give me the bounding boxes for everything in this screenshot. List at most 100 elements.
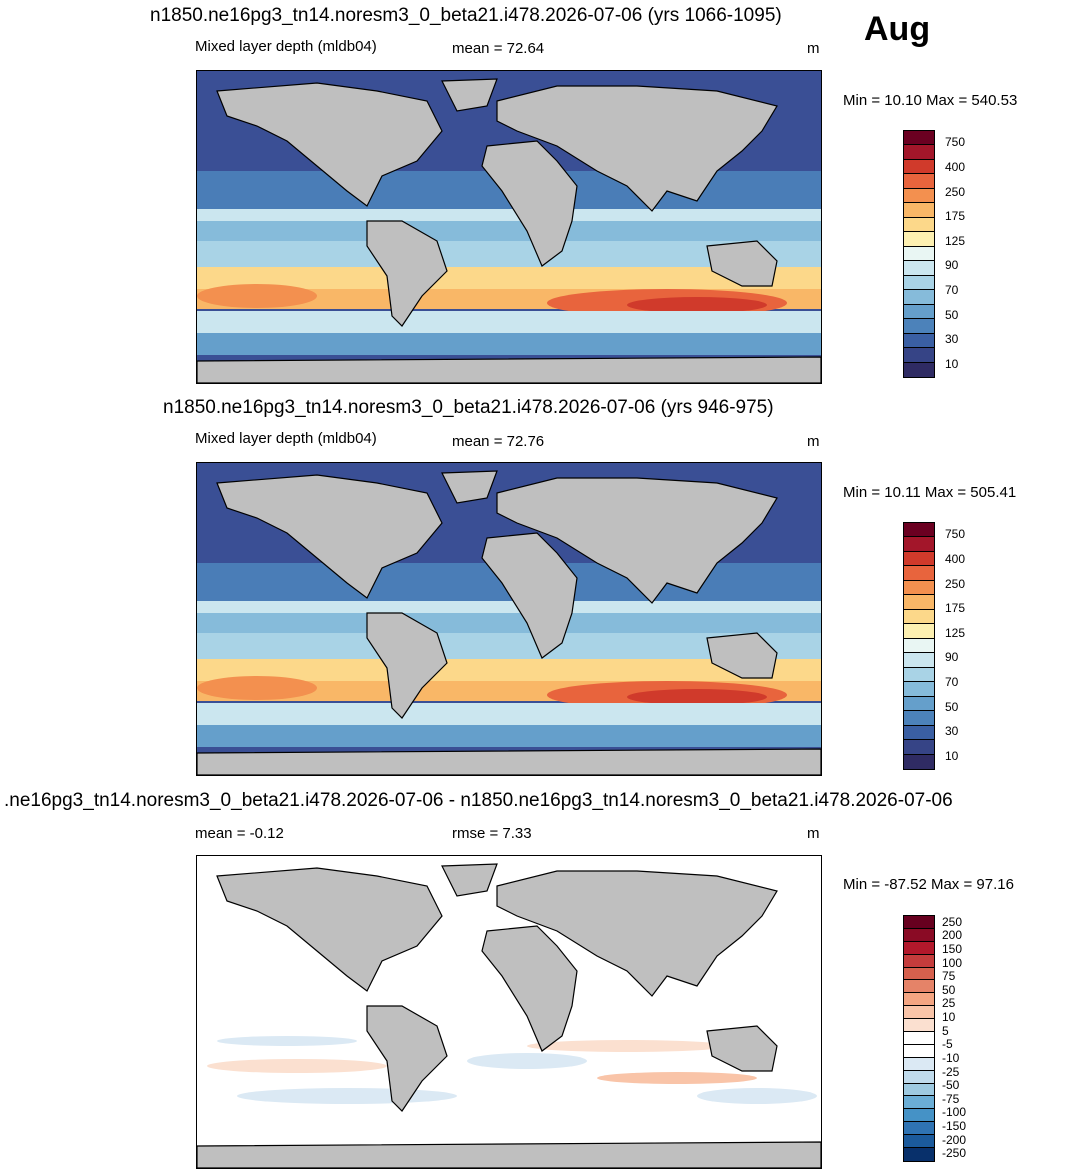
panel-3-rmse-label: rmse = 7.33 xyxy=(452,825,532,842)
colorbar-tick-label: -250 xyxy=(942,1146,967,1161)
panel-2-map-svg xyxy=(197,463,821,775)
colorbar-tick-label: -50 xyxy=(942,1078,960,1093)
colorbar-segment xyxy=(904,928,934,942)
panel-1-colorbar xyxy=(903,130,935,378)
colorbar-segment xyxy=(904,551,934,567)
colorbar-tick-label: 400 xyxy=(945,159,966,174)
colorbar-tick-label: 30 xyxy=(945,332,959,347)
panel-3-title: .ne16pg3_tn14.noresm3_0_beta21.i478.2026… xyxy=(4,790,953,811)
colorbar-segment xyxy=(904,609,934,625)
colorbar-tick-label: 750 xyxy=(945,527,966,542)
panel-2-map xyxy=(196,462,822,776)
colorbar-segment xyxy=(904,1019,934,1033)
colorbar-tick-label: -100 xyxy=(942,1105,967,1120)
colorbar-segment xyxy=(904,711,934,726)
colorbar-tick-label: 125 xyxy=(945,625,966,640)
colorbar-segment xyxy=(904,275,934,291)
panel-2-variable-label: Mixed layer depth (mldb04) xyxy=(195,430,377,447)
panel-1-mean-label: mean = 72.64 xyxy=(452,40,545,57)
colorbar-segment xyxy=(904,348,934,363)
colorbar-segment xyxy=(904,980,934,994)
colorbar-tick-label: 90 xyxy=(945,258,959,273)
colorbar-tick-label: 250 xyxy=(945,184,966,199)
colorbar-tick-label: -5 xyxy=(942,1037,953,1052)
panel-1-map-svg xyxy=(197,71,821,383)
colorbar-segment xyxy=(904,145,934,160)
colorbar-segment xyxy=(904,595,934,610)
colorbar-segment xyxy=(904,993,934,1007)
colorbar-tick-label: 175 xyxy=(945,209,966,224)
colorbar-segment xyxy=(904,754,934,769)
colorbar-tick-label: 70 xyxy=(945,674,959,689)
colorbar-segment xyxy=(904,261,934,276)
colorbar-segment xyxy=(904,954,934,968)
colorbar-segment xyxy=(904,667,934,683)
month-label: Aug xyxy=(864,10,931,48)
colorbar-segment xyxy=(904,740,934,755)
colorbar-tick-label: 50 xyxy=(942,982,956,997)
colorbar-segment xyxy=(904,1057,934,1071)
colorbar-segment xyxy=(904,246,934,262)
colorbar-segment xyxy=(904,290,934,305)
colorbar-segment xyxy=(904,362,934,377)
panel-3-map-svg xyxy=(197,856,821,1168)
colorbar-tick-label: 150 xyxy=(942,942,963,957)
colorbar-tick-label: -75 xyxy=(942,1091,960,1106)
colorbar-tick-label: 10 xyxy=(945,748,959,763)
colorbar-tick-label: -200 xyxy=(942,1132,967,1147)
colorbar-tick-label: 50 xyxy=(945,699,959,714)
colorbar-tick-label: 50 xyxy=(945,307,959,322)
panel-2-mean-label: mean = 72.76 xyxy=(452,433,545,450)
colorbar-segment xyxy=(904,159,934,175)
panel-1-minmax: Min = 10.10 Max = 540.53 xyxy=(843,92,1018,109)
colorbar-tick-label: 250 xyxy=(942,914,963,929)
panel-1-title: n1850.ne16pg3_tn14.noresm3_0_beta21.i478… xyxy=(150,5,782,26)
panel-2-colorbar xyxy=(903,522,935,770)
colorbar-tick-label: 400 xyxy=(945,551,966,566)
panel-2-units: m xyxy=(807,433,820,450)
colorbar-segment xyxy=(904,523,934,538)
colorbar-tick-label: -150 xyxy=(942,1118,967,1133)
colorbar-tick-label: 75 xyxy=(942,969,956,984)
colorbar-segment xyxy=(904,624,934,639)
panel-2-minmax: Min = 10.11 Max = 505.41 xyxy=(843,484,1017,501)
colorbar-segment xyxy=(904,1032,934,1045)
panel-3-minmax: Min = -87.52 Max = 97.16 xyxy=(843,876,1014,893)
colorbar-tick-label: 10 xyxy=(945,356,959,371)
colorbar-segment xyxy=(904,696,934,712)
colorbar-segment xyxy=(904,232,934,247)
panel-3-units: m xyxy=(807,825,820,842)
colorbar-segment xyxy=(904,203,934,218)
colorbar-tick-label: -10 xyxy=(942,1050,960,1065)
panel-3-map xyxy=(196,855,822,1169)
colorbar-tick-label: -25 xyxy=(942,1064,960,1079)
colorbar-segment xyxy=(904,333,934,349)
colorbar-segment xyxy=(904,653,934,668)
colorbar-segment xyxy=(904,725,934,741)
colorbar-segment xyxy=(904,967,934,981)
colorbar-tick-label: 750 xyxy=(945,135,966,150)
panel-2-title: n1850.ne16pg3_tn14.noresm3_0_beta21.i478… xyxy=(163,397,774,418)
colorbar-tick-label: 90 xyxy=(945,650,959,665)
colorbar-segment xyxy=(904,131,934,146)
panel-3-mean-label: mean = -0.12 xyxy=(195,825,284,842)
colorbar-tick-label: 200 xyxy=(942,928,963,943)
colorbar-segment xyxy=(904,1083,934,1097)
colorbar-tick-label: 250 xyxy=(945,576,966,591)
colorbar-segment xyxy=(904,537,934,552)
colorbar-segment xyxy=(904,319,934,334)
colorbar-tick-label: 100 xyxy=(942,955,963,970)
colorbar-segment xyxy=(904,941,934,955)
panel-1-map xyxy=(196,70,822,384)
colorbar-segment xyxy=(904,566,934,581)
panel-1-units: m xyxy=(807,40,820,57)
colorbar-tick-label: 125 xyxy=(945,233,966,248)
colorbar-segment xyxy=(904,1044,934,1058)
colorbar-tick-label: 25 xyxy=(942,996,956,1011)
colorbar-segment xyxy=(904,1122,934,1136)
colorbar-segment xyxy=(904,1135,934,1149)
colorbar-segment xyxy=(904,174,934,189)
colorbar-tick-label: 30 xyxy=(945,724,959,739)
colorbar-tick-label: 70 xyxy=(945,282,959,297)
colorbar-segment xyxy=(904,1096,934,1110)
